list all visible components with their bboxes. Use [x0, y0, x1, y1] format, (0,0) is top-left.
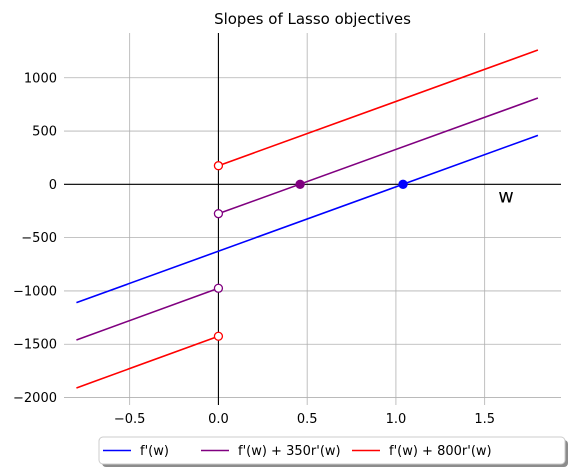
x-axis-name: w: [498, 185, 514, 207]
y-tick-label: 0: [49, 178, 57, 193]
y-tick-label: 500: [32, 125, 57, 140]
series-1-open-point-1: [213, 209, 224, 219]
legend-label-0: f'(w): [140, 444, 169, 459]
series-2-open-point-0: [213, 331, 224, 341]
ticks-layer: −0.5 0.0 0.5 1.0 1.5 −2000 −1500 −1000 −500 0 500 1…: [13, 71, 495, 427]
y-tick-label: 1000: [24, 71, 57, 86]
series-1-root-point-0: [295, 179, 305, 190]
x-tick-label: 0.5: [297, 412, 318, 427]
x-tick-label: 1.0: [386, 412, 407, 427]
x-tick-label: 1.5: [474, 412, 495, 427]
y-tick-label: −1000: [13, 284, 57, 299]
legend-box: [98, 436, 566, 465]
y-tick-label: −1500: [13, 338, 57, 353]
axes-layer: [64, 33, 561, 405]
x-tick-label: 0.0: [208, 412, 229, 427]
y-tick-label: −500: [21, 231, 57, 246]
series-1-open-point-0: [213, 283, 224, 293]
legend-label-1: f'(w) + 350r'(w): [238, 444, 341, 459]
legend: f'(w) f'(w) + 350r'(w) f'(w) + 800r'(w): [98, 436, 568, 467]
grid-layer: [64, 33, 561, 405]
series-2-segment-1: [218, 49, 539, 167]
series-1-segment-1: [218, 97, 539, 215]
series-2-open-point-1: [213, 161, 224, 171]
y-tick-label: −2000: [13, 391, 57, 406]
series-2-segment-0: [76, 335, 219, 389]
series-layer: [76, 49, 539, 389]
series-0-root-point-0: [398, 179, 408, 190]
chart-title: Slopes of Lasso objectives: [214, 10, 411, 28]
series-1-segment-0: [76, 287, 219, 341]
series-0-segment-0: [76, 134, 539, 304]
x-tick-label: −0.5: [114, 412, 146, 427]
legend-label-2: f'(w) + 800r'(w): [389, 444, 492, 459]
